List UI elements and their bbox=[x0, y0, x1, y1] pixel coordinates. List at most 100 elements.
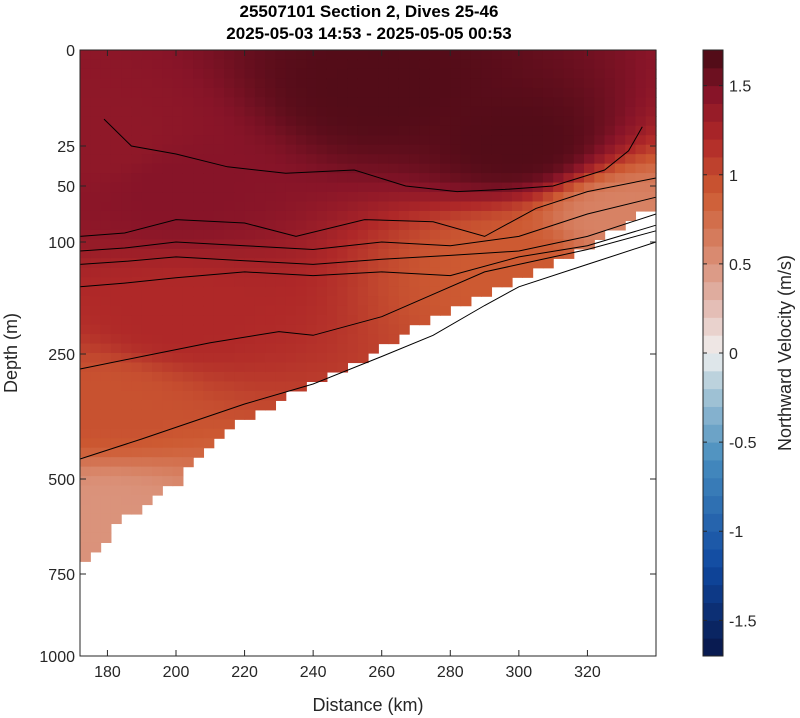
velocity-cell bbox=[110, 163, 122, 174]
velocity-cell bbox=[440, 163, 451, 174]
velocity-cell bbox=[347, 343, 359, 354]
velocity-cell bbox=[224, 305, 235, 316]
velocity-cell bbox=[80, 87, 91, 98]
velocity-cell bbox=[501, 125, 513, 136]
velocity-cell bbox=[409, 116, 421, 127]
velocity-cell bbox=[481, 50, 493, 61]
velocity-cell bbox=[594, 78, 606, 89]
velocity-cell bbox=[573, 78, 585, 89]
velocity-cell bbox=[553, 239, 565, 250]
velocity-cell bbox=[522, 144, 534, 155]
velocity-cell bbox=[141, 353, 153, 364]
velocity-cell bbox=[440, 305, 451, 316]
velocity-cell bbox=[440, 135, 451, 146]
velocity-cell bbox=[553, 135, 565, 146]
velocity-cell bbox=[512, 50, 523, 61]
velocity-cell bbox=[285, 343, 297, 354]
velocity-cell bbox=[141, 286, 153, 297]
velocity-cell bbox=[182, 106, 194, 117]
velocity-cell bbox=[337, 97, 349, 108]
velocity-cell bbox=[275, 182, 287, 193]
velocity-cell bbox=[265, 87, 277, 98]
velocity-cell bbox=[481, 78, 493, 89]
velocity-cell bbox=[604, 78, 616, 89]
velocity-cell bbox=[152, 457, 163, 468]
velocity-cell bbox=[306, 78, 318, 89]
velocity-cell bbox=[121, 210, 133, 222]
velocity-cell bbox=[532, 97, 544, 108]
velocity-cell bbox=[460, 192, 472, 203]
velocity-cell bbox=[614, 116, 626, 127]
velocity-cell bbox=[306, 144, 318, 155]
velocity-cell bbox=[357, 116, 369, 127]
velocity-cell bbox=[110, 220, 122, 231]
velocity-cell bbox=[254, 315, 266, 326]
velocity-cell bbox=[100, 409, 112, 420]
velocity-cell bbox=[553, 182, 565, 193]
velocity-cell bbox=[152, 400, 163, 411]
velocity-cell bbox=[234, 381, 246, 392]
velocity-cell bbox=[306, 163, 318, 174]
velocity-cell bbox=[501, 116, 513, 127]
velocity-cell bbox=[244, 409, 256, 420]
velocity-cell bbox=[141, 163, 153, 174]
velocity-cell bbox=[357, 353, 369, 364]
velocity-cell bbox=[398, 116, 410, 127]
velocity-cell bbox=[121, 334, 133, 345]
x-tick-label: 180 bbox=[94, 664, 121, 681]
velocity-cell bbox=[347, 353, 359, 364]
velocity-cell bbox=[141, 390, 153, 401]
velocity-cell bbox=[388, 59, 400, 70]
velocity-cell bbox=[326, 229, 338, 240]
velocity-cell bbox=[90, 296, 102, 307]
velocity-cell bbox=[100, 428, 112, 439]
velocity-cell bbox=[460, 135, 472, 146]
velocity-cell bbox=[203, 381, 215, 392]
velocity-cell bbox=[193, 447, 205, 458]
velocity-cell bbox=[131, 78, 143, 89]
velocity-cell bbox=[172, 409, 184, 420]
velocity-cell bbox=[296, 192, 307, 203]
velocity-cell bbox=[193, 78, 205, 89]
velocity-cell bbox=[553, 210, 565, 222]
colorbar-band bbox=[703, 103, 723, 122]
velocity-cell bbox=[213, 116, 225, 127]
velocity-cell bbox=[491, 97, 503, 108]
velocity-cell bbox=[224, 116, 235, 127]
velocity-cell bbox=[316, 296, 328, 307]
velocity-cell bbox=[172, 296, 184, 307]
velocity-cell bbox=[604, 97, 616, 108]
velocity-cell bbox=[100, 59, 112, 70]
velocity-cell bbox=[172, 182, 184, 193]
velocity-cell bbox=[306, 59, 318, 70]
velocity-cell bbox=[326, 87, 338, 98]
velocity-cell bbox=[213, 173, 225, 184]
velocity-cell bbox=[470, 78, 482, 89]
velocity-cell bbox=[440, 286, 451, 297]
velocity-cell bbox=[368, 163, 379, 174]
velocity-cell bbox=[193, 135, 205, 146]
velocity-cell bbox=[244, 371, 256, 383]
velocity-cell bbox=[254, 248, 266, 259]
velocity-cell bbox=[409, 305, 421, 316]
velocity-cell bbox=[110, 447, 122, 458]
velocity-cell bbox=[234, 192, 246, 203]
velocity-cell bbox=[326, 201, 338, 212]
velocity-cell bbox=[419, 68, 431, 80]
velocity-cell bbox=[296, 371, 307, 383]
velocity-cell bbox=[285, 296, 297, 307]
velocity-cell bbox=[172, 239, 184, 250]
velocity-cell bbox=[316, 50, 328, 61]
y-tick-label: 50 bbox=[57, 179, 75, 196]
velocity-cell bbox=[213, 78, 225, 89]
velocity-cell bbox=[275, 315, 287, 326]
velocity-cell bbox=[203, 220, 215, 231]
velocity-cell bbox=[203, 125, 215, 136]
velocity-cell bbox=[388, 210, 400, 222]
velocity-cell bbox=[398, 258, 410, 269]
velocity-cell bbox=[501, 220, 513, 231]
velocity-cell bbox=[193, 390, 205, 401]
velocity-cell bbox=[203, 163, 215, 174]
velocity-cell bbox=[306, 353, 318, 364]
velocity-cell bbox=[347, 305, 359, 316]
